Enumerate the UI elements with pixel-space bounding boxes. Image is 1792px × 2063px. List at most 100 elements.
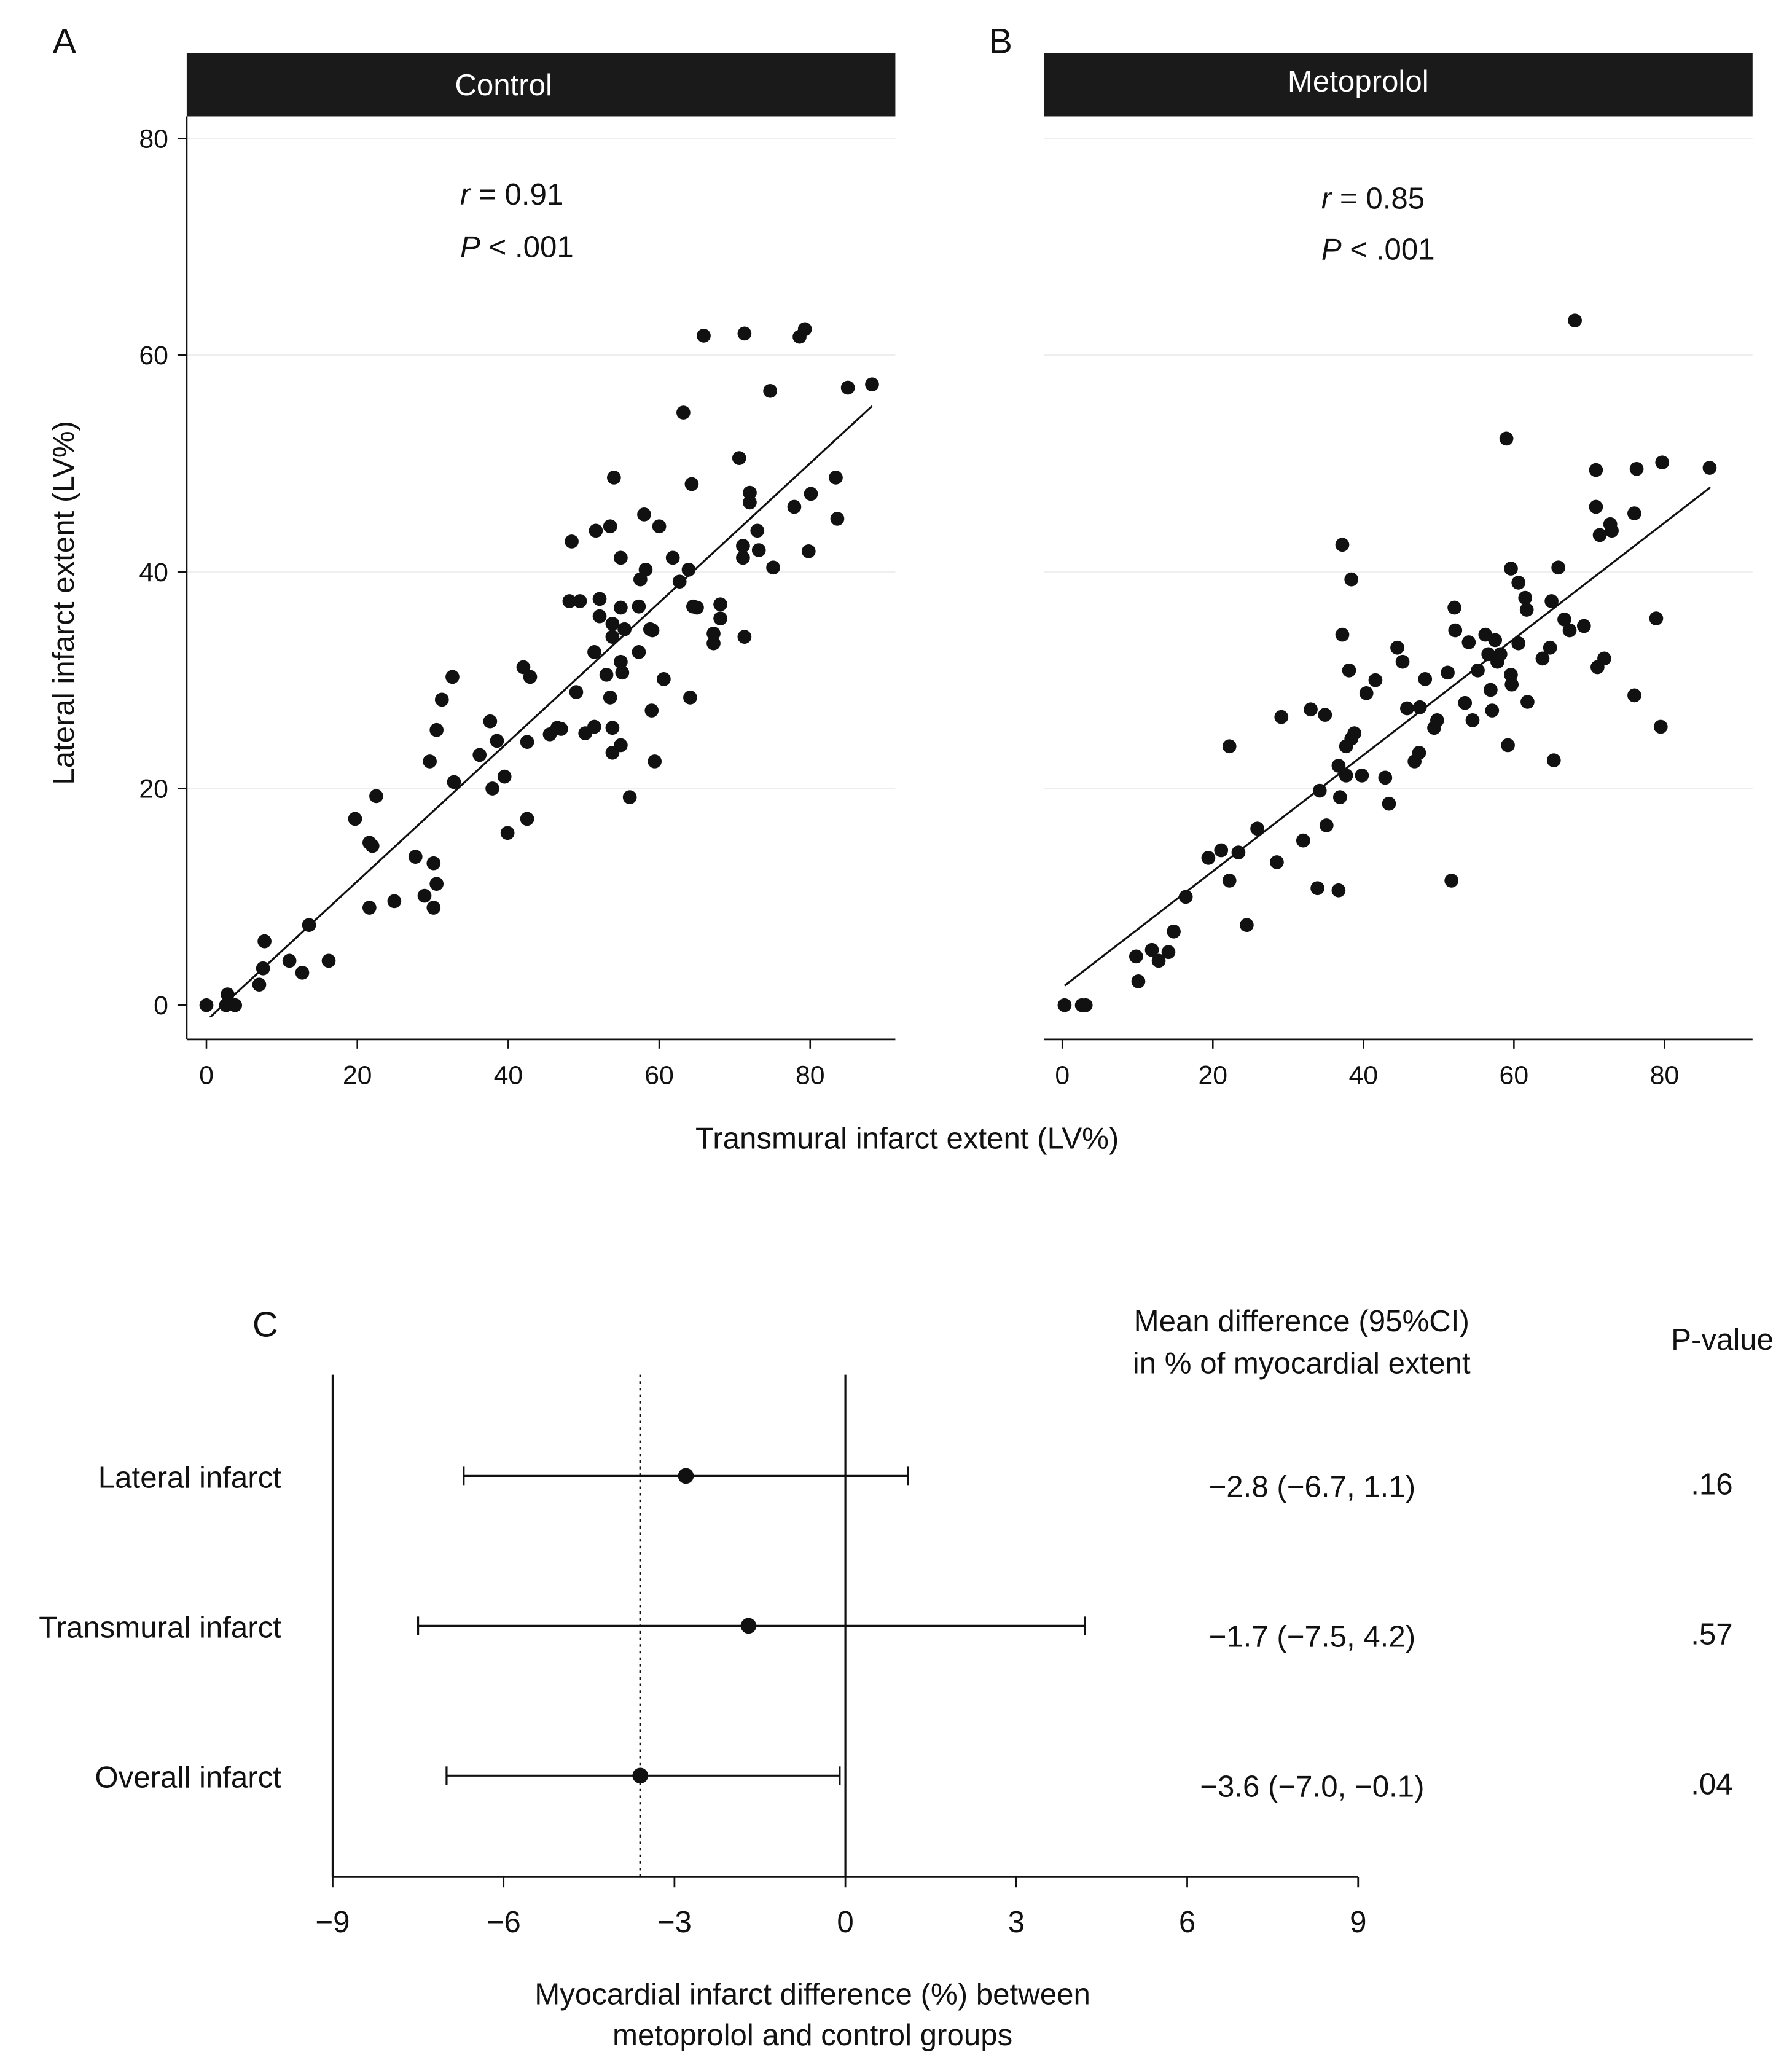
data-point-a: [592, 592, 607, 606]
data-point-b: [1296, 833, 1310, 848]
data-point-b: [1562, 623, 1577, 638]
data-point-b: [1485, 703, 1500, 718]
data-point-a: [645, 623, 660, 638]
panel-b-r: r = 0.85: [1321, 181, 1425, 215]
data-point-a: [587, 644, 601, 659]
data-point-b: [1520, 695, 1535, 709]
data-point-b: [1167, 924, 1181, 939]
data-point-b: [1592, 528, 1607, 542]
forest-mean-point: [740, 1618, 757, 1634]
data-point-a: [485, 781, 499, 796]
forest-mean-point: [632, 1767, 649, 1784]
forest-x-label-2: metoprolol and control groups: [612, 2018, 1012, 2052]
data-point-a: [736, 539, 750, 553]
data-point-a: [750, 523, 765, 538]
data-point-b: [1576, 619, 1591, 633]
panel-b-p-label: P: [1321, 233, 1342, 267]
data-point-a: [228, 998, 243, 1012]
data-point-a: [520, 812, 534, 826]
data-point-b: [1151, 953, 1166, 968]
data-point-a: [257, 934, 272, 949]
data-point-a: [737, 630, 752, 644]
data-point-b: [1629, 461, 1644, 476]
data-point-b: [1488, 633, 1503, 648]
data-point-a: [737, 326, 752, 341]
data-point-b: [1444, 874, 1459, 888]
data-point-a: [472, 748, 487, 762]
data-point-a: [589, 523, 603, 538]
panel-letter-c: C: [252, 1306, 278, 1345]
data-point-a: [520, 735, 534, 750]
data-point-a: [706, 636, 721, 651]
data-point-a: [614, 738, 628, 753]
data-point-b: [1465, 713, 1480, 727]
data-point-a: [614, 600, 628, 615]
data-point-a: [605, 630, 620, 644]
data-point-a: [622, 790, 637, 804]
data-point-b: [1342, 663, 1356, 678]
panel-a-header: [186, 53, 896, 117]
data-point-a: [434, 692, 449, 707]
data-point-b: [1331, 883, 1346, 898]
data-point-b: [1655, 455, 1670, 470]
data-point-b: [1627, 688, 1641, 703]
forest-row-label: Overall infarct: [95, 1761, 281, 1795]
y-axis-label: Lateral infarct extent (LV%): [47, 421, 80, 785]
forest-p-value: .57: [1691, 1617, 1732, 1651]
data-point-b: [1270, 855, 1284, 869]
data-point-a: [751, 543, 766, 557]
data-point-a: [713, 611, 727, 625]
data-point-a: [637, 507, 651, 522]
data-point-b: [1448, 623, 1463, 638]
data-point-b: [1178, 890, 1193, 904]
x-tick-label-a: 80: [796, 1061, 825, 1090]
data-point-a: [614, 654, 628, 669]
panel-a-r-label: r: [460, 178, 472, 211]
data-point-b: [1078, 998, 1093, 1012]
data-point-a: [804, 487, 818, 501]
data-point-a: [500, 826, 515, 840]
data-point-a: [423, 754, 437, 769]
data-point-b: [1161, 945, 1176, 960]
data-point-a: [690, 600, 704, 615]
x-tick-label-a: 60: [644, 1061, 674, 1090]
x-tick-label-b: 20: [1198, 1061, 1227, 1090]
data-point-b: [1493, 647, 1508, 662]
data-point-a: [592, 609, 607, 624]
forest-p-value: .16: [1691, 1467, 1732, 1501]
data-point-a: [676, 405, 691, 420]
x-tick-label-a: 20: [343, 1061, 372, 1090]
data-point-b: [1359, 686, 1374, 700]
data-point-b: [1355, 768, 1369, 783]
x-tick-label-b: 80: [1650, 1061, 1680, 1090]
data-point-b: [1702, 461, 1717, 475]
data-point-a: [605, 721, 620, 735]
forest-row-label: Lateral infarct: [98, 1461, 282, 1495]
data-point-b: [1589, 463, 1603, 477]
data-point-b: [1519, 603, 1534, 617]
data-point-a: [638, 562, 653, 577]
data-point-a: [763, 383, 777, 398]
data-point-b: [1395, 654, 1410, 669]
data-point-b: [1144, 942, 1159, 957]
forest-col-header-1b: in % of myocardial extent: [1133, 1346, 1471, 1380]
fit-line-a: [209, 405, 873, 1018]
data-point-b: [1378, 770, 1393, 785]
data-point-a: [683, 691, 697, 705]
data-point-b: [1335, 538, 1350, 552]
data-point-b: [1274, 710, 1289, 724]
data-point-b: [1649, 611, 1664, 625]
data-point-b: [1250, 821, 1264, 836]
x-tick-label-a: 40: [494, 1061, 523, 1090]
panel-b-title: Metoprolol: [1288, 65, 1429, 98]
data-point-a: [706, 626, 721, 641]
data-point-a: [599, 667, 614, 682]
data-point-b: [1318, 708, 1332, 722]
data-point-b: [1319, 818, 1334, 832]
panel-a-p: P < .001: [460, 230, 574, 264]
data-point-a: [652, 519, 667, 534]
data-point-a: [865, 377, 879, 392]
data-point-b: [1441, 665, 1455, 680]
data-point-a: [362, 901, 377, 915]
forest-mean-diff-text: −3.6 (−7.0, −0.1): [1200, 1770, 1424, 1804]
